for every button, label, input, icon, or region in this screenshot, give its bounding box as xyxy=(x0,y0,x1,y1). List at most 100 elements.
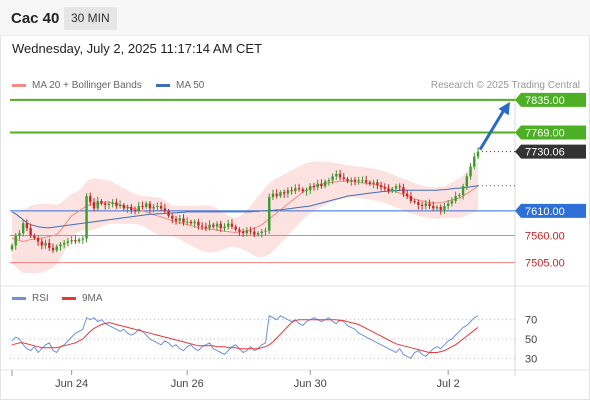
candle-body xyxy=(450,201,454,204)
candle-body xyxy=(346,178,349,182)
price-label-7505.00: 7505.00 xyxy=(525,258,565,270)
candle-body xyxy=(48,242,51,248)
candle-body xyxy=(25,223,29,229)
candle-body xyxy=(245,230,249,234)
candle-body xyxy=(454,196,457,202)
candles-group xyxy=(10,147,480,253)
candle-body xyxy=(141,205,144,207)
candle-body xyxy=(74,239,77,242)
candle-body xyxy=(379,185,383,188)
candle-body xyxy=(268,197,271,231)
candle-body xyxy=(432,205,435,209)
candle-body xyxy=(62,242,66,245)
price-label-7610.00: 7610.00 xyxy=(525,206,565,218)
candle-body xyxy=(249,230,252,232)
candle-body xyxy=(286,190,290,194)
price-tag-7610.00 xyxy=(515,203,586,218)
candle-body xyxy=(130,206,133,210)
candle-body xyxy=(36,238,40,242)
candle-body xyxy=(338,173,342,178)
candle-body xyxy=(290,190,293,192)
rsi-tick-50: 50 xyxy=(525,334,537,346)
candle-body xyxy=(469,166,472,177)
rsi-swatch xyxy=(12,297,26,300)
candle-body xyxy=(473,156,476,167)
candle-body xyxy=(81,238,85,240)
projection-arrow-head xyxy=(498,101,510,116)
candle-body xyxy=(383,187,386,189)
candle-body xyxy=(331,176,334,181)
candle-body xyxy=(104,203,107,205)
candle-body xyxy=(55,246,58,251)
candle-body xyxy=(320,183,323,187)
candle-body xyxy=(204,226,208,229)
candle-body xyxy=(96,201,99,209)
candle-body xyxy=(137,205,140,211)
price-tag-7835.00 xyxy=(515,92,586,107)
candle-body xyxy=(361,180,364,182)
timeframe-badge[interactable]: 30 MIN xyxy=(64,7,117,30)
ma20-label: MA 20 + Bollinger Bands xyxy=(32,80,142,91)
candle-body xyxy=(215,223,219,227)
candle-body xyxy=(458,195,461,197)
rsi-label: RSI xyxy=(32,293,49,304)
candle-body xyxy=(350,179,353,182)
candle-body xyxy=(297,188,301,190)
candle-body xyxy=(212,224,215,227)
candle-body xyxy=(85,196,88,239)
price-tag-7730.06 xyxy=(515,144,586,159)
candle-body xyxy=(372,182,375,184)
candle-body xyxy=(14,235,17,246)
price-label-7730.06: 7730.06 xyxy=(525,147,565,159)
candle-body xyxy=(241,231,245,234)
candle-body xyxy=(145,203,148,207)
candle-body xyxy=(10,245,14,250)
candle-body xyxy=(405,193,409,197)
candle-body xyxy=(435,206,439,209)
candle-body xyxy=(446,203,450,206)
candle-body xyxy=(122,204,126,209)
candle-body xyxy=(305,190,308,192)
candle-body xyxy=(234,226,237,230)
chart-datetime: Wednesday, July 2, 2025 11:17:14 AM CET xyxy=(12,41,263,56)
candle-body xyxy=(301,189,304,192)
candle-body xyxy=(171,215,174,219)
rsi-line xyxy=(11,315,479,359)
candle-body xyxy=(227,223,230,227)
ma50-line xyxy=(11,185,479,229)
candle-body xyxy=(282,192,286,194)
candle-body xyxy=(335,173,338,177)
candle-body xyxy=(92,202,96,209)
candle-body xyxy=(59,244,62,247)
candle-body xyxy=(66,241,70,243)
projection-arrow-shaft xyxy=(478,109,506,151)
candle-body xyxy=(357,180,360,182)
candle-body xyxy=(323,181,327,187)
legend-rsi: RSI xyxy=(12,293,49,304)
candle-body xyxy=(159,205,163,209)
candle-body xyxy=(294,188,297,192)
ma9-swatch xyxy=(62,297,76,300)
candle-body xyxy=(44,242,47,246)
candle-body xyxy=(230,223,234,227)
candle-body xyxy=(409,196,413,202)
symbol-title: Cac 40 xyxy=(11,10,60,27)
candle-body xyxy=(148,203,152,209)
candle-body xyxy=(271,193,275,198)
candle-body xyxy=(368,182,372,184)
candle-body xyxy=(178,218,181,221)
rsi-tick-70: 70 xyxy=(525,315,537,327)
candle-body xyxy=(111,202,114,204)
candle-body xyxy=(152,206,155,209)
candle-body xyxy=(364,180,368,183)
ma50-label: MA 50 xyxy=(176,80,205,91)
candle-body xyxy=(253,231,256,235)
legend-9ma: 9MA xyxy=(62,293,103,304)
x-tick-label: Jun 30 xyxy=(294,378,327,390)
candle-body xyxy=(219,223,222,229)
candle-body xyxy=(439,206,442,210)
candle-body xyxy=(18,233,21,236)
candle-body xyxy=(309,186,312,191)
legend-ma20: MA 20 + Bollinger Bands xyxy=(12,80,142,91)
